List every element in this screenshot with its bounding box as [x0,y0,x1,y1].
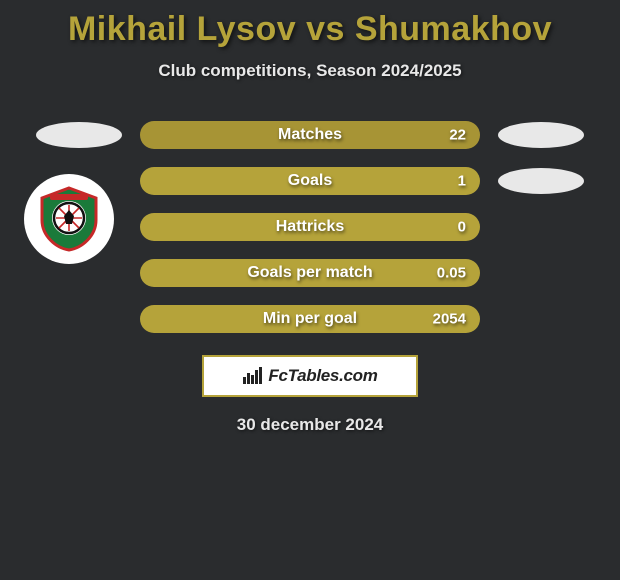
left-spacer [36,260,122,286]
stat-bar: Goals 1 [140,167,480,195]
stat-bar: Hattricks 0 [140,213,480,241]
page-title: Mikhail Lysov vs Shumakhov [0,10,620,49]
stat-label: Min per goal [263,310,357,328]
stat-label: Goals [288,172,332,190]
stat-value: 1 [458,173,466,190]
stat-value: 22 [449,127,466,144]
brand-box: FcTables.com [202,355,418,397]
stat-row: Min per goal 2054 [0,305,620,333]
subtitle: Club competitions, Season 2024/2025 [0,61,620,81]
right-spacer [498,260,584,286]
stat-row: Matches 22 [0,121,620,149]
date-text: 30 december 2024 [0,415,620,435]
stat-value: 0.05 [437,265,466,282]
stat-value: 0 [458,219,466,236]
left-value-oval [36,122,122,148]
stat-bar: Goals per match 0.05 [140,259,480,287]
left-spacer [36,306,122,332]
right-spacer [498,214,584,240]
brand-text: FcTables.com [268,366,377,386]
stat-label: Goals per match [247,264,372,282]
chart-bars-icon [242,367,264,385]
stat-row: Goals per match 0.05 [0,259,620,287]
right-value-oval [498,168,584,194]
stat-bar: Min per goal 2054 [140,305,480,333]
stat-label: Matches [278,126,342,144]
right-spacer [498,306,584,332]
stat-label: Hattricks [276,218,344,236]
team-logo-left [24,174,114,264]
lokomotiv-logo-icon [36,186,102,252]
stat-value: 2054 [433,311,466,328]
right-value-oval [498,122,584,148]
stat-bar: Matches 22 [140,121,480,149]
